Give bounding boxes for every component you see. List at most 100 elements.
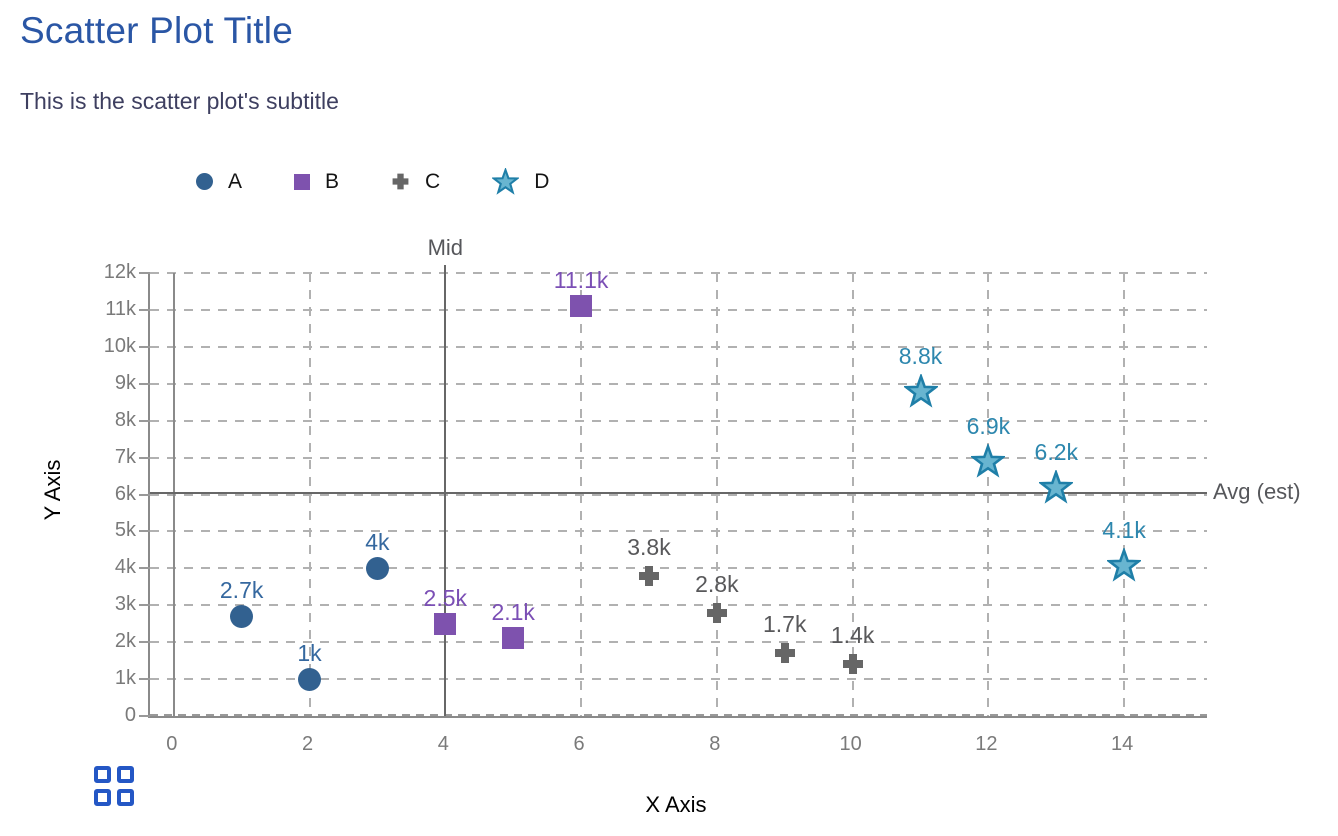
- y-tick-label: 9k: [114, 371, 136, 394]
- data-point-label-c: 1.7k: [762, 611, 807, 638]
- y-tick-mark: [139, 604, 150, 607]
- y-tick-label: 8k: [114, 408, 136, 431]
- square-marker-icon: [294, 173, 311, 190]
- x-gridline: [580, 273, 583, 716]
- y-tick-mark: [139, 272, 150, 274]
- circle-marker-icon: [196, 173, 213, 190]
- y-tick-mark: [139, 641, 150, 644]
- y-gridline: [150, 604, 1207, 607]
- y-tick-label: 12k: [103, 261, 136, 283]
- y-tick-label: 4k: [114, 556, 136, 579]
- y-tick-label: 1k: [114, 667, 136, 690]
- y-tick-label: 6k: [114, 482, 136, 505]
- data-point-b[interactable]: [570, 295, 593, 318]
- data-point-a[interactable]: [298, 667, 322, 691]
- data-point-label-d: 4.1k: [1102, 516, 1146, 543]
- x-tick-label: 14: [1111, 733, 1134, 755]
- legend-label-a: A: [228, 169, 243, 193]
- y-tick-label: 7k: [114, 445, 136, 468]
- x-tick-label: 8: [709, 733, 721, 755]
- y-gridline: [150, 272, 1207, 274]
- y-tick-mark: [139, 493, 150, 496]
- y-gridline: [150, 641, 1207, 644]
- data-point-d[interactable]: [903, 374, 938, 408]
- x-zero-line: [172, 273, 175, 716]
- data-point-label-d: 6.2k: [1034, 439, 1079, 466]
- legend: A B C D: [196, 168, 549, 195]
- y-tick-label: 2k: [114, 630, 136, 653]
- legend-label-c: C: [425, 169, 441, 193]
- data-point-c[interactable]: [841, 652, 865, 676]
- data-point-b[interactable]: [502, 627, 525, 650]
- data-point-d[interactable]: [1107, 547, 1142, 582]
- data-point-label-b: 11.1k: [553, 267, 609, 294]
- x-axis-title: X Axis: [645, 792, 707, 817]
- y-tick-label: 0: [124, 704, 136, 726]
- y-gridline: [150, 567, 1207, 570]
- grid-icon-square: [94, 766, 111, 783]
- y-gridline: [150, 308, 1207, 311]
- data-point-d[interactable]: [1039, 470, 1074, 504]
- y-tick-mark: [139, 715, 150, 717]
- y-tick-label: 3k: [114, 593, 136, 616]
- plot-area: Mid Avg (est) 2.7k 1k 4k 2.5k 2.1k 11.1k 3.8k 2.8…: [139, 235, 1301, 718]
- y-tick-mark: [139, 308, 150, 311]
- data-point-d[interactable]: [971, 444, 1006, 478]
- page-subtitle: This is the scatter plot's subtitle: [20, 88, 339, 114]
- x-tick-label: 6: [573, 733, 585, 755]
- y-tick-mark: [139, 678, 150, 681]
- legend-item-d[interactable]: D: [492, 168, 549, 195]
- y-tick-label: 5k: [114, 519, 136, 542]
- y-tick-mark: [139, 382, 150, 385]
- y-tick-mark: [139, 567, 150, 570]
- grid-icon[interactable]: [94, 766, 136, 812]
- y-gridline: [150, 530, 1207, 533]
- data-point-a[interactable]: [230, 604, 254, 628]
- data-point-c[interactable]: [637, 564, 661, 588]
- data-point-c[interactable]: [705, 601, 729, 625]
- grid-icon-square: [117, 789, 134, 806]
- data-point-label-b: 2.5k: [423, 584, 468, 611]
- x-tick-label: 12: [975, 733, 998, 755]
- ref-line-mid: [444, 265, 447, 716]
- legend-item-b[interactable]: B: [294, 170, 339, 194]
- x-tick-label: 2: [301, 733, 314, 755]
- x-tick-label: 10: [839, 733, 862, 755]
- grid-icon-square: [117, 766, 134, 783]
- y-tick-label: 10k: [103, 334, 136, 357]
- data-point-label-b: 2.1k: [491, 599, 535, 626]
- grid-icon-square: [94, 789, 111, 806]
- y-tick-mark: [139, 345, 150, 348]
- page-title: Scatter Plot Title: [20, 10, 293, 51]
- y-gridline: [150, 345, 1207, 348]
- y-gridline: [150, 382, 1207, 385]
- y-tick-label: 11k: [105, 297, 136, 320]
- legend-item-a[interactable]: A: [196, 170, 242, 194]
- y-gridline: [150, 493, 1207, 496]
- x-gridline: [987, 273, 990, 716]
- data-point-label-c: 2.8k: [695, 570, 739, 597]
- x-gridline: [715, 273, 718, 716]
- ref-line-avg-label: Avg (est): [1213, 478, 1301, 504]
- plus-marker-icon: [391, 172, 410, 191]
- y-gridline: [150, 678, 1207, 681]
- data-point-label-a: 1k: [297, 640, 322, 667]
- x-minor-ticks: [150, 714, 1207, 716]
- data-point-label-c: 1.4k: [830, 622, 875, 649]
- data-point-label-d: 6.9k: [966, 413, 1011, 440]
- ref-line-mid-label: Mid: [427, 235, 464, 260]
- data-point-b[interactable]: [434, 612, 457, 635]
- x-gridline: [1123, 273, 1126, 716]
- data-point-label-c: 3.8k: [627, 533, 671, 560]
- data-point-a[interactable]: [365, 556, 389, 580]
- data-point-c[interactable]: [773, 641, 797, 665]
- x-tick-label: 0: [166, 733, 178, 755]
- data-point-label-d: 8.8k: [898, 343, 943, 370]
- y-tick-mark: [139, 419, 150, 422]
- data-point-label-a: 4k: [365, 529, 390, 556]
- legend-item-c[interactable]: C: [391, 170, 440, 194]
- star-marker-icon: [492, 168, 520, 195]
- y-tick-mark: [139, 456, 150, 459]
- x-tick-label: 4: [437, 733, 449, 755]
